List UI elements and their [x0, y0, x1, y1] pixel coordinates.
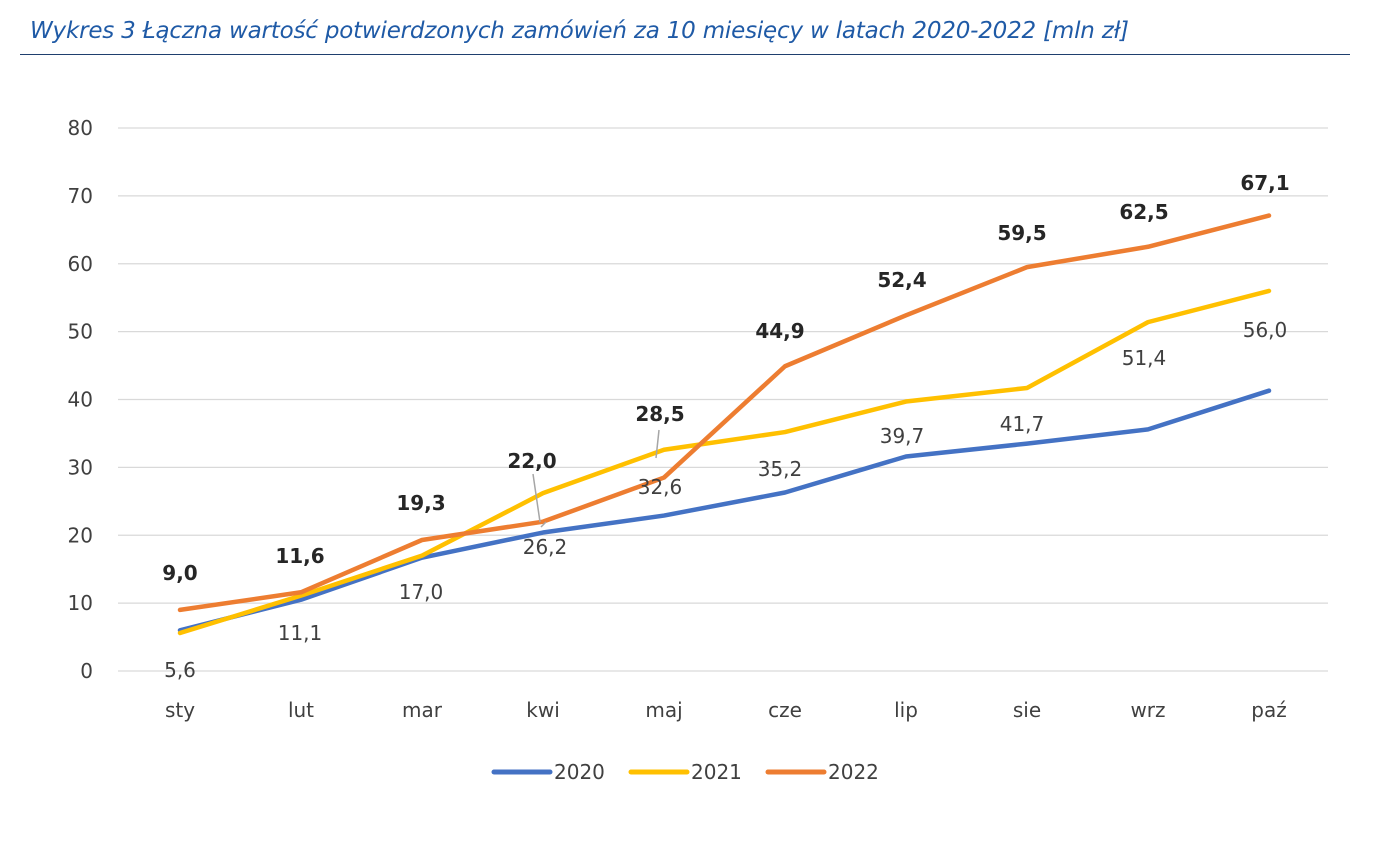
y-tick-label: 50	[68, 320, 93, 344]
data-label-2021: 56,0	[1243, 318, 1288, 342]
data-label-2021: 51,4	[1122, 346, 1167, 370]
data-label-2021: 41,7	[1000, 412, 1045, 436]
y-tick-label: 10	[68, 591, 93, 615]
x-tick-label: kwi	[526, 698, 560, 722]
x-tick-label: cze	[768, 698, 802, 722]
x-tick-label: paź	[1251, 698, 1286, 722]
leader-line	[655, 429, 660, 459]
data-label-2021: 39,7	[880, 424, 925, 448]
data-label-2022: 22,0	[507, 449, 556, 473]
x-tick-label: wrz	[1130, 698, 1165, 722]
x-tick-label: lut	[288, 698, 314, 722]
x-tick-label: lip	[894, 698, 918, 722]
data-label-2022: 62,5	[1119, 200, 1168, 224]
data-label-2022: 19,3	[396, 491, 445, 515]
leader-line	[540, 521, 547, 528]
y-tick-label: 70	[68, 184, 93, 208]
data-label-2022: 59,5	[997, 221, 1046, 245]
y-tick-label: 0	[80, 659, 93, 683]
y-tick-label: 60	[68, 252, 93, 276]
legend-label-2020: 2020	[554, 760, 605, 784]
y-tick-label: 30	[68, 455, 93, 479]
data-label-2021: 11,1	[278, 621, 323, 645]
x-tick-label: mar	[402, 698, 443, 722]
data-label-2021: 17,0	[399, 580, 444, 604]
series-line-2021	[177, 288, 1272, 636]
series-line-2020	[177, 388, 1272, 633]
x-tick-label: maj	[645, 698, 682, 722]
data-label-2022: 9,0	[162, 561, 197, 585]
data-label-2022: 28,5	[635, 402, 684, 426]
series-line-2022	[177, 213, 1272, 613]
data-label-2022: 44,9	[755, 319, 804, 343]
data-label-2022: 52,4	[877, 268, 926, 292]
y-tick-label: 40	[68, 388, 93, 412]
data-label-2022: 67,1	[1240, 171, 1289, 195]
y-tick-label: 80	[68, 116, 93, 140]
data-label-2021: 5,6	[164, 658, 196, 682]
data-label-2021: 26,2	[523, 535, 568, 559]
legend-label-2022: 2022	[828, 760, 879, 784]
data-label-2021: 35,2	[758, 457, 803, 481]
legend-label-2021: 2021	[691, 760, 742, 784]
y-tick-label: 20	[68, 523, 93, 547]
data-label-2021: 32,6	[638, 475, 683, 499]
leader-line	[532, 473, 541, 523]
x-tick-label: sie	[1013, 698, 1041, 722]
title-divider	[20, 54, 1350, 55]
x-tick-label: sty	[165, 698, 195, 722]
data-label-2022: 11,6	[275, 544, 324, 568]
chart-title: Wykres 3 Łączna wartość potwierdzonych z…	[30, 18, 1129, 44]
